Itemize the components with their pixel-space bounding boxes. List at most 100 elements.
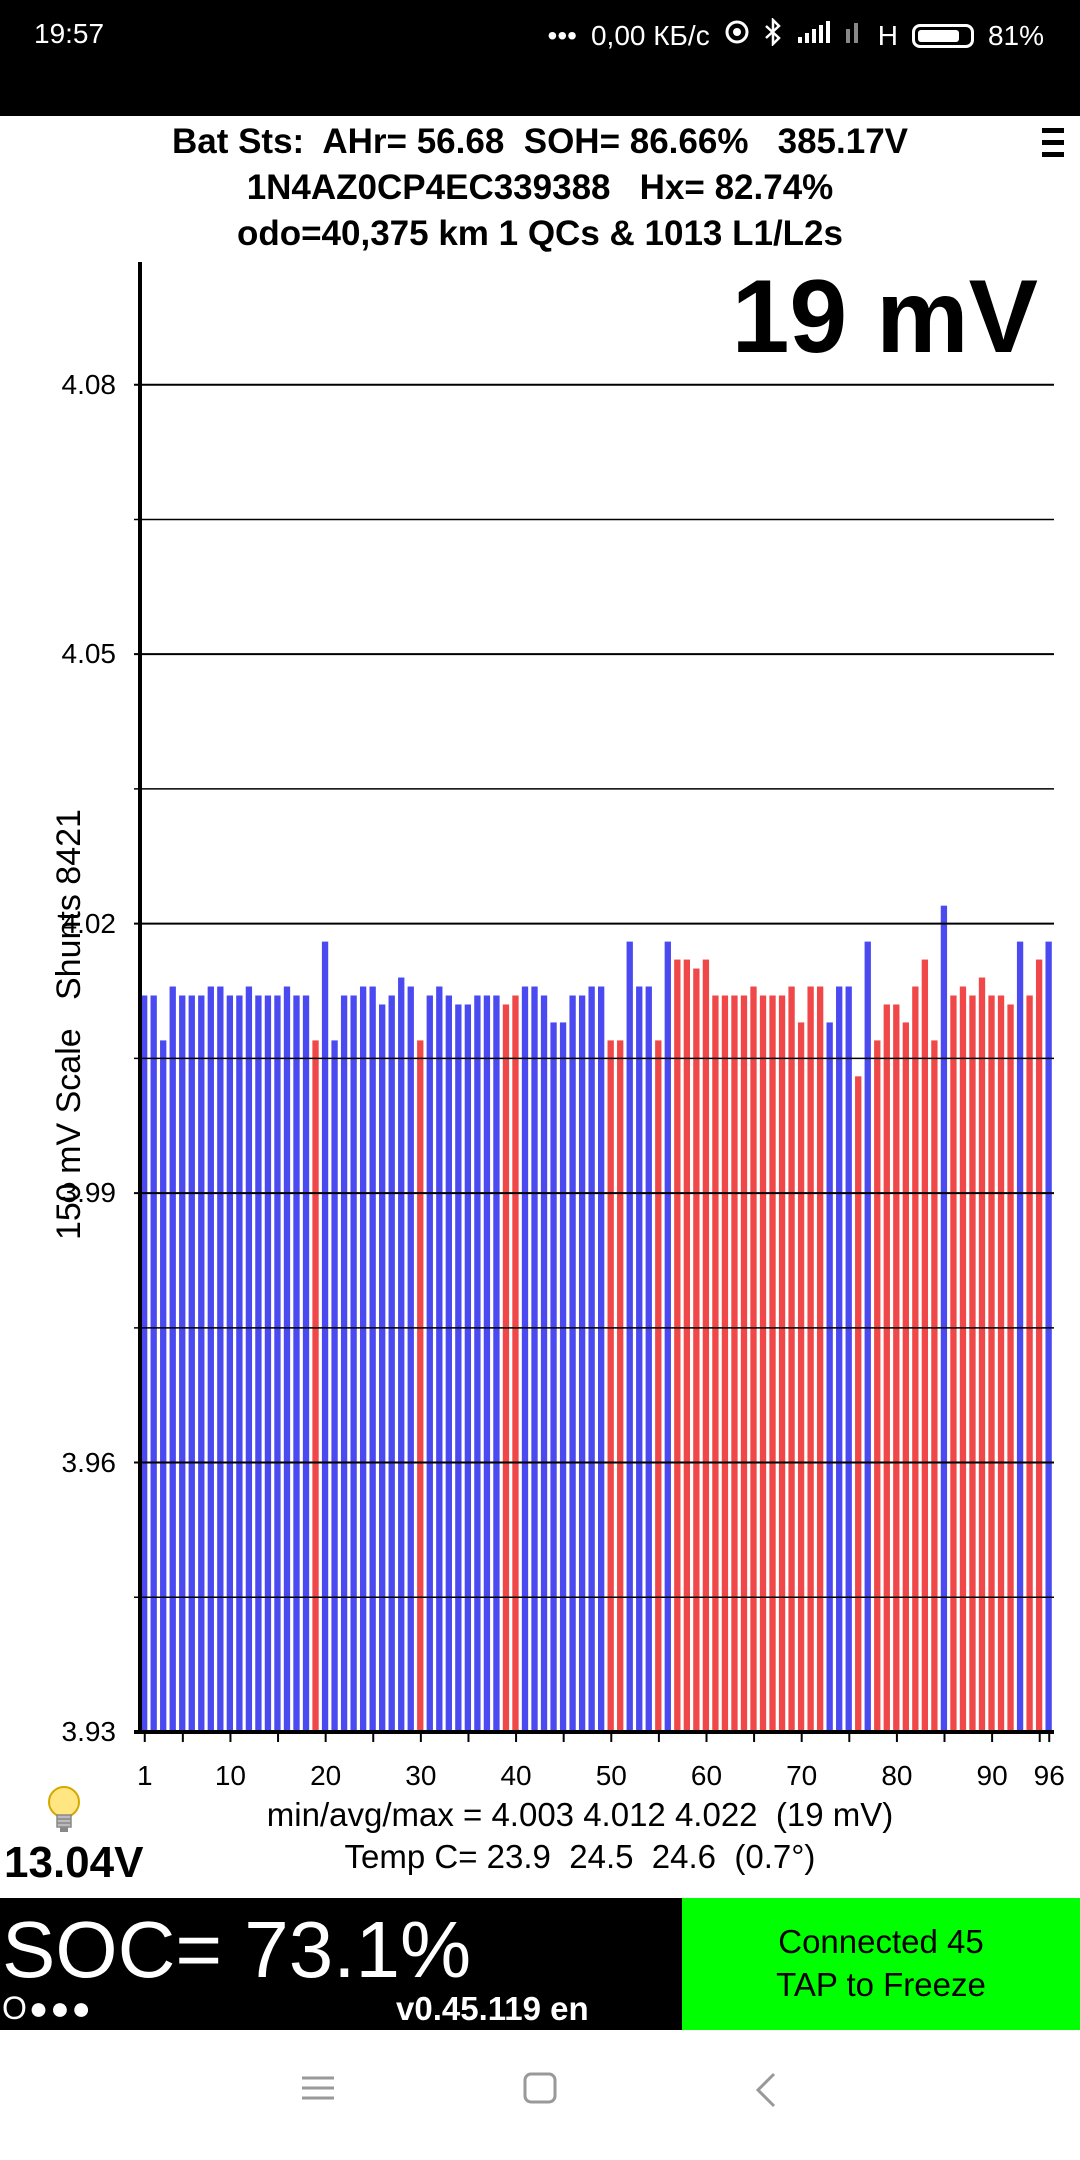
cell-bar-38 (493, 995, 500, 1732)
cell-bar-81 (902, 1022, 909, 1732)
status-time: 19:57 (34, 18, 105, 49)
vin-line: 1N4AZ0CP4EC339388 Hx= 82.74% (246, 168, 834, 207)
cell-bar-10 (226, 995, 234, 1732)
cell-bar-25 (369, 986, 376, 1732)
app-version: v0.45.119 en (396, 1990, 589, 2027)
cell-bar-68 (778, 995, 786, 1732)
cell-bar-92 (1007, 1004, 1014, 1732)
cell-bar-18 (302, 995, 310, 1732)
cell-bar-48 (588, 986, 595, 1732)
cell-bar-53 (636, 986, 643, 1732)
connection-button[interactable]: Connected 45 TAP to Freeze (682, 1898, 1080, 2030)
lightbulb-icon[interactable] (44, 1784, 84, 1841)
cell-bar-41 (521, 986, 529, 1732)
cell-bar-74 (836, 986, 843, 1732)
cell-voltage-chart[interactable] (0, 0, 1080, 1780)
cell-bar-80 (893, 1004, 900, 1732)
cell-bar-29 (407, 986, 414, 1732)
cell-bar-40 (512, 995, 519, 1732)
home-nav-icon[interactable] (522, 2072, 558, 2109)
cell-bar-14 (264, 995, 272, 1732)
cell-bar-90 (988, 995, 995, 1732)
cell-bar-43 (540, 995, 548, 1732)
cell-bar-35 (464, 1004, 472, 1732)
cell-bar-46 (569, 995, 576, 1732)
network-type: H (877, 19, 898, 51)
cell-bar-52 (626, 941, 633, 1732)
menu-nav-icon[interactable] (300, 2072, 336, 2109)
y-tick-label: 4.08 (61, 368, 117, 400)
battery-fill (917, 29, 959, 42)
cell-bar-59 (693, 968, 700, 1732)
cell-bar-78 (874, 1040, 881, 1732)
temperature-stats: Temp C= 23.9 24.5 24.6 (0.7°) (344, 1838, 816, 1875)
cell-bar-60 (702, 959, 710, 1732)
menu-icon[interactable] (1042, 128, 1064, 164)
voltage-spread-label: 19 mV (731, 259, 1038, 375)
cell-bar-96 (1045, 941, 1052, 1732)
cell-bar-21 (331, 1040, 338, 1732)
cell-bar-44 (550, 1022, 557, 1732)
cell-bar-2 (150, 995, 157, 1732)
cell-bar-55 (655, 1040, 662, 1732)
cell-bar-8 (207, 986, 214, 1732)
state-of-charge: SOC= 73.1% (2, 1905, 472, 1994)
cell-bar-57 (674, 959, 681, 1732)
x-tick-label: 70 (786, 1760, 818, 1791)
cell-bar-32 (436, 986, 443, 1732)
x-tick-label: 1 (136, 1760, 153, 1791)
cell-bar-23 (350, 995, 357, 1732)
cell-bar-67 (769, 995, 776, 1732)
cell-bar-45 (559, 1022, 567, 1732)
cell-bar-75 (845, 986, 852, 1732)
cell-bar-70 (797, 1022, 805, 1732)
cell-bar-79 (883, 1004, 890, 1732)
hotspot-icon (724, 19, 750, 52)
battery-status-line: Bat Sts: AHr= 56.68 SOH= 86.66% 385.17V (171, 122, 909, 161)
cell-bar-11 (236, 995, 243, 1732)
cell-bar-42 (531, 986, 538, 1732)
cell-bar-49 (598, 986, 605, 1732)
cell-bar-27 (388, 995, 395, 1732)
cell-bar-58 (683, 959, 691, 1732)
y-tick-label: 4.05 (61, 638, 117, 670)
cell-bar-82 (912, 986, 919, 1732)
aux-battery-voltage: 13.04V (4, 1838, 144, 1887)
cell-bar-22 (340, 995, 348, 1732)
cell-bar-28 (398, 977, 405, 1732)
x-tick-label: 40 (500, 1760, 532, 1791)
cell-bar-7 (198, 995, 205, 1732)
cell-bar-84 (931, 1040, 938, 1732)
cell-bar-24 (359, 986, 367, 1732)
cell-bar-73 (826, 1022, 833, 1732)
x-tick-label: 80 (881, 1760, 913, 1791)
cell-bar-20 (321, 941, 329, 1732)
cell-bar-31 (426, 995, 433, 1732)
navigation-bar (0, 2030, 1080, 2160)
cell-bar-61 (712, 995, 719, 1732)
connection-status: Connected 45 (778, 1923, 984, 1961)
battery-icon (911, 23, 974, 48)
status-dots: O●●● (2, 1990, 93, 2026)
cell-bar-95 (1035, 959, 1043, 1732)
cell-bar-94 (1026, 995, 1033, 1732)
cell-bar-50 (607, 1040, 614, 1732)
cell-bar-47 (578, 995, 586, 1732)
cell-bar-76 (855, 1076, 862, 1732)
odometer-line: odo=40,375 km 1 QCs & 1013 L1/L2s (236, 214, 843, 253)
cell-bar-86 (950, 995, 957, 1732)
cell-bar-64 (740, 995, 748, 1732)
cell-bar-6 (188, 995, 195, 1732)
cell-bar-12 (245, 986, 253, 1732)
y-tick-label: 4.02 (61, 907, 117, 939)
cell-bar-17 (293, 995, 300, 1732)
cell-bar-93 (1016, 941, 1024, 1732)
cell-bar-65 (750, 986, 757, 1732)
cell-bar-34 (455, 1004, 462, 1732)
y-tick-label: 3.93 (61, 1716, 117, 1747)
x-tick-label: 30 (405, 1760, 437, 1791)
freeze-hint: TAP to Freeze (776, 1966, 986, 2003)
signal-icon (796, 19, 830, 52)
back-nav-icon[interactable] (754, 2072, 778, 2113)
cell-bar-85 (940, 905, 948, 1732)
